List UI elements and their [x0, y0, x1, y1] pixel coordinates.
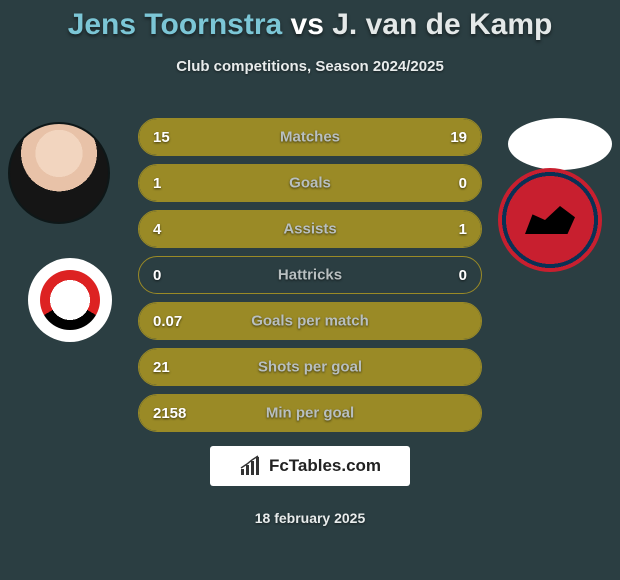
player2-club-badge — [498, 168, 602, 272]
stat-row: 21 Shots per goal — [138, 348, 482, 386]
stat-value-right: 0 — [459, 175, 467, 192]
stat-label: Goals per match — [251, 313, 369, 330]
stat-label: Matches — [280, 129, 340, 146]
player1-name: Jens Toornstra — [68, 8, 283, 41]
branding-badge[interactable]: FcTables.com — [210, 446, 410, 486]
stat-label: Hattricks — [278, 267, 342, 284]
stat-value-right: 19 — [450, 129, 467, 146]
stat-value-left: 15 — [153, 129, 170, 146]
stat-value-left: 4 — [153, 221, 161, 238]
comparison-title: Jens Toornstra vs J. van de Kamp — [0, 0, 620, 42]
stat-row: 2158 Min per goal — [138, 394, 482, 432]
stat-label: Assists — [283, 221, 336, 238]
stat-value-left: 0 — [153, 267, 161, 284]
stat-fill-right — [413, 211, 481, 247]
stat-label: Goals — [289, 175, 331, 192]
stat-label: Shots per goal — [258, 359, 362, 376]
stats-container: 15 Matches 19 1 Goals 0 4 Assists 1 0 Hattricks 0 0.… — [138, 118, 482, 440]
stat-row: 0 Hattricks 0 — [138, 256, 482, 294]
stat-value-left: 1 — [153, 175, 161, 192]
stat-row: 4 Assists 1 — [138, 210, 482, 248]
chart-icon — [239, 455, 263, 477]
subtitle: Club competitions, Season 2024/2025 — [0, 58, 620, 75]
stat-row: 15 Matches 19 — [138, 118, 482, 156]
stat-value-left: 0.07 — [153, 313, 182, 330]
stat-value-right: 1 — [459, 221, 467, 238]
player1-club-badge — [28, 258, 112, 342]
player2-avatar — [508, 118, 612, 170]
player1-avatar — [8, 122, 110, 224]
stat-value-right: 0 — [459, 267, 467, 284]
stat-value-left: 2158 — [153, 405, 186, 422]
stat-row: 1 Goals 0 — [138, 164, 482, 202]
player2-name: J. van de Kamp — [332, 8, 552, 41]
stat-row: 0.07 Goals per match — [138, 302, 482, 340]
stat-label: Min per goal — [266, 405, 354, 422]
branding-text: FcTables.com — [269, 456, 381, 476]
snapshot-date: 18 february 2025 — [255, 510, 366, 526]
stat-value-left: 21 — [153, 359, 170, 376]
vs-separator: vs — [282, 8, 332, 41]
stat-fill-left — [139, 211, 413, 247]
